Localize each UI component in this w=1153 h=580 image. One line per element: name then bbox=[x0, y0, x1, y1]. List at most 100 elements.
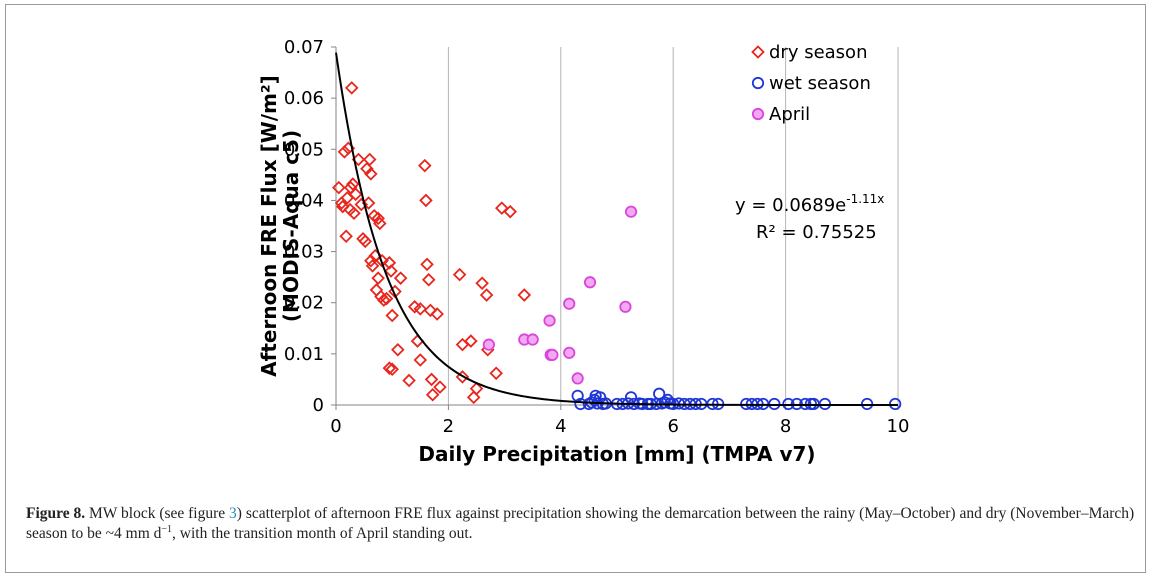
caption-text-3: , with the transition month of April sta… bbox=[172, 525, 473, 542]
x-tick-label: 2 bbox=[443, 416, 454, 437]
trendline-equation: y = 0.0689e-1.11x bbox=[735, 192, 884, 216]
data-point-dry-season bbox=[455, 370, 470, 384]
y-axis-title-line2: (MODIS-Aqua c5) bbox=[279, 130, 303, 322]
caption-figure-link[interactable]: 3 bbox=[229, 505, 237, 522]
data-point-dry-season bbox=[346, 177, 360, 191]
data-point-dry-season bbox=[413, 302, 428, 316]
data-point-april bbox=[543, 314, 556, 327]
x-tick-label: 8 bbox=[780, 416, 791, 437]
y-tick-label: 0 bbox=[313, 395, 324, 416]
x-tick-label: 10 bbox=[887, 416, 910, 437]
y-tick-label: 0.03 bbox=[284, 242, 324, 263]
scatter-chart: 0 0.01 0.02 0.03 0.04 0.05 0.06 0.07 0 2 4 6 8 10 Dail… bbox=[257, 37, 910, 466]
caption-label: Figure 8. bbox=[26, 505, 86, 522]
data-point-wet-season bbox=[574, 397, 587, 411]
x-tick-label: 0 bbox=[330, 416, 341, 437]
data-point-dry-season bbox=[418, 158, 432, 173]
figure-caption: Figure 8. MW block (see figure 3) scatte… bbox=[26, 504, 1136, 544]
data-point-dry-season bbox=[364, 167, 378, 181]
data-point-dry-season bbox=[452, 267, 467, 282]
data-point-wet-season bbox=[658, 396, 671, 409]
data-point-dry-season bbox=[466, 390, 481, 405]
legend-label-april: April bbox=[769, 104, 810, 125]
data-point-wet-season bbox=[889, 397, 902, 411]
data-point-april bbox=[482, 338, 495, 351]
data-point-dry-season bbox=[339, 229, 353, 244]
data-point-april bbox=[526, 333, 539, 346]
data-point-dry-season bbox=[489, 366, 503, 381]
data-point-dry-season bbox=[469, 381, 484, 396]
y-tick-label: 0.05 bbox=[284, 139, 324, 160]
data-point-april bbox=[583, 276, 597, 289]
caption-superscript: −1 bbox=[161, 523, 173, 535]
data-point-dry-season bbox=[495, 201, 509, 215]
y-axis-title-line1: Afternoon FRE Flux [W/m²] bbox=[257, 75, 281, 377]
x-axis-title: Daily Precipitation [mm] (TMPA v7) bbox=[418, 442, 815, 466]
data-point-dry-season bbox=[364, 254, 378, 268]
data-point-april bbox=[624, 205, 638, 218]
trendline bbox=[335, 52, 898, 406]
caption-text-2: ) scatterplot of afternoon FRE flux agai… bbox=[26, 505, 1135, 542]
caption-text-1: MW block (see figure bbox=[85, 505, 230, 522]
y-tick-label: 0.02 bbox=[284, 293, 324, 314]
data-point-dry-season bbox=[382, 361, 397, 375]
data-point-dry-season bbox=[379, 291, 394, 306]
data-point-dry-season bbox=[391, 342, 405, 357]
data-point-dry-season bbox=[347, 206, 361, 220]
data-point-wet-season bbox=[624, 391, 638, 404]
data-point-dry-season bbox=[337, 145, 352, 159]
data-point-dry-season bbox=[376, 293, 391, 307]
data-point-dry-season bbox=[358, 234, 372, 249]
x-tick-label: 4 bbox=[555, 416, 566, 437]
data-point-april bbox=[571, 372, 584, 385]
legend-marker-dry-season bbox=[751, 45, 765, 59]
y-tick-label: 0.01 bbox=[284, 344, 324, 365]
data-point-april bbox=[619, 300, 632, 313]
data-point-dry-season bbox=[371, 271, 385, 285]
data-point-dry-season bbox=[402, 373, 416, 388]
data-point-dry-season bbox=[423, 303, 438, 318]
data-point-dry-season bbox=[371, 211, 385, 226]
figure-frame: 0 0.01 0.02 0.03 0.04 0.05 0.06 0.07 0 2 4 6 8 10 Dail… bbox=[5, 4, 1146, 573]
data-point-dry-season bbox=[385, 362, 399, 376]
y-tick-label: 0.07 bbox=[284, 37, 324, 58]
data-point-dry-season bbox=[424, 372, 439, 387]
data-point-wet-season bbox=[571, 389, 584, 402]
data-point-dry-season bbox=[433, 380, 447, 394]
data-point-dry-season bbox=[425, 387, 440, 402]
data-point-wet-season bbox=[860, 397, 874, 411]
legend-marker-april bbox=[751, 107, 765, 121]
data-point-dry-season bbox=[365, 259, 380, 273]
data-point-dry-season bbox=[375, 254, 389, 268]
data-point-dry-season bbox=[361, 196, 376, 210]
legend-label-wet-season: wet season bbox=[769, 73, 871, 94]
x-tick-label: 6 bbox=[667, 416, 678, 437]
trendline-equation-exponent: -1.11x bbox=[846, 192, 884, 206]
data-point-dry-season bbox=[517, 288, 532, 302]
data-point-dry-season bbox=[430, 307, 444, 321]
y-tick-label: 0.04 bbox=[284, 190, 324, 211]
y-tick-label: 0.06 bbox=[284, 88, 324, 109]
data-point-april bbox=[563, 346, 576, 359]
legend-marker-wet-season bbox=[751, 76, 765, 90]
data-point-dry-season bbox=[420, 257, 434, 272]
data-point-april bbox=[563, 297, 576, 310]
data-point-dry-season bbox=[344, 81, 359, 95]
data-point-dry-season bbox=[407, 300, 422, 314]
data-point-dry-season bbox=[385, 308, 399, 323]
data-point-dry-season bbox=[413, 353, 428, 367]
data-point-dry-season bbox=[503, 204, 517, 219]
data-point-dry-season bbox=[419, 193, 433, 208]
data-point-dry-season bbox=[464, 334, 478, 348]
data-point-dry-season bbox=[369, 283, 384, 297]
data-point-dry-season bbox=[335, 199, 350, 214]
data-point-dry-season bbox=[393, 271, 408, 285]
data-point-dry-season bbox=[362, 152, 377, 167]
data-point-april bbox=[546, 348, 559, 361]
data-point-dry-season bbox=[479, 288, 494, 302]
data-point-dry-season bbox=[332, 180, 346, 195]
data-point-dry-season bbox=[373, 216, 387, 231]
legend-label-dry-season: dry season bbox=[769, 42, 867, 63]
data-point-dry-season bbox=[421, 272, 436, 287]
trendline-r-squared: R² = 0.75525 bbox=[756, 222, 877, 243]
